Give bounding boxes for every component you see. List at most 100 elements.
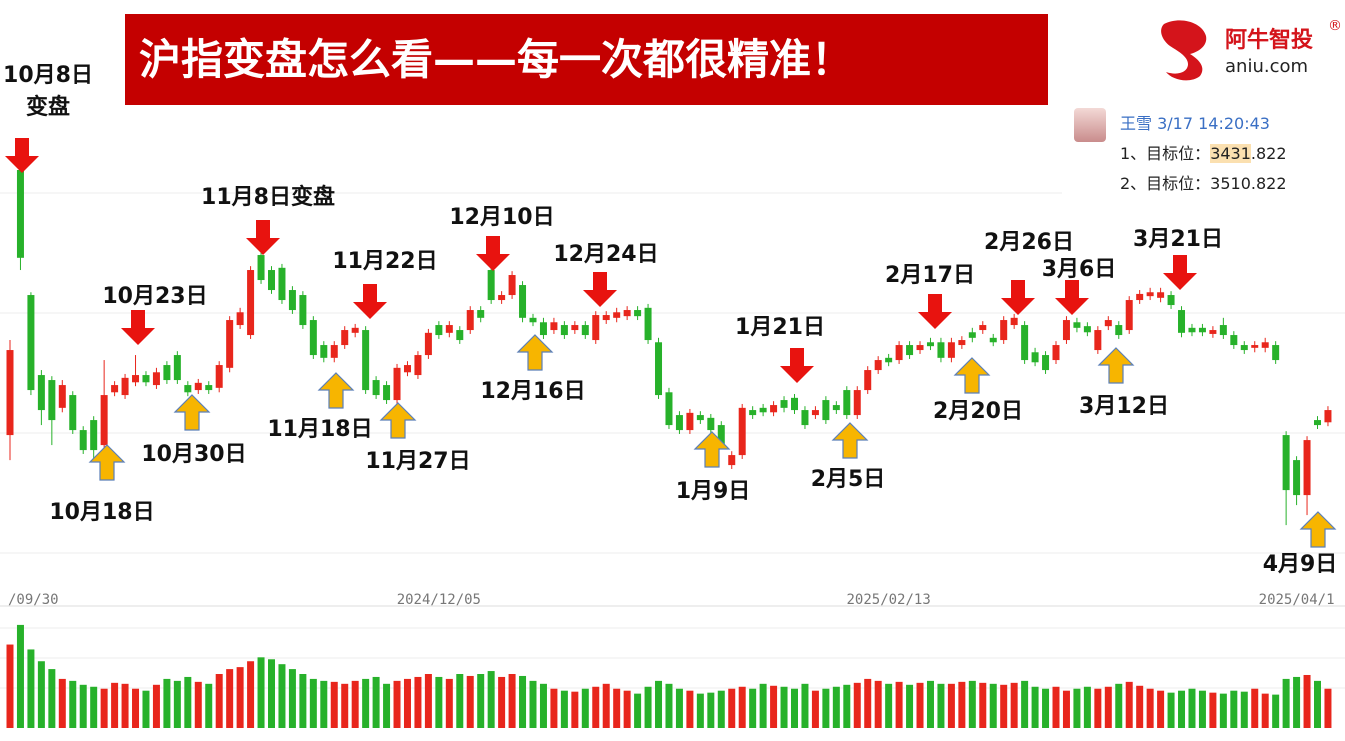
candle-body [791, 397, 798, 411]
note-line: 2、目标位：3510.822 [1120, 174, 1287, 193]
volume-bar [299, 674, 307, 728]
signal-label: 4月9日 [1263, 552, 1338, 577]
volume-bar [529, 680, 537, 728]
volume-bar [48, 669, 56, 728]
signal-arrow [317, 372, 355, 409]
candle-body [644, 307, 652, 341]
volume-bar [686, 690, 694, 728]
volume-bar [707, 692, 715, 728]
volume-bar [989, 683, 997, 728]
volume-bar [372, 676, 380, 728]
candle-body [309, 320, 317, 356]
volume-bar [121, 683, 129, 728]
candle-body [456, 330, 464, 341]
candle-body [1073, 322, 1081, 328]
candle-body [205, 385, 213, 391]
candle-body [16, 170, 24, 258]
volume-bar [215, 674, 223, 728]
volume-bar [749, 688, 757, 728]
volume-bar [864, 678, 872, 728]
candle-body [466, 310, 474, 331]
volume-bar [309, 678, 317, 728]
volume-bar [424, 674, 432, 728]
candle-body [519, 285, 527, 318]
signal-label: 12月16日 [480, 379, 585, 404]
signal-label: 1月9日 [676, 479, 751, 504]
volume-bar [791, 688, 798, 728]
candle-body [1042, 355, 1050, 371]
volume-bar [759, 683, 767, 728]
signal-label: 12月24日 [553, 242, 658, 267]
signal-label: 11月27日 [365, 449, 470, 474]
candle-body [163, 365, 171, 381]
candle-body [152, 372, 160, 386]
candle-body [1303, 440, 1311, 496]
volume-bar [1052, 686, 1060, 728]
volume-bar [1125, 681, 1133, 728]
volume-bar [403, 678, 411, 728]
volume-bar [142, 690, 150, 728]
volume-bar [1031, 686, 1039, 728]
signal-label: 1月21日 [735, 315, 825, 340]
volume-bar [1261, 693, 1269, 728]
signal-label: 10月18日 [49, 500, 154, 525]
candle-body [58, 385, 66, 408]
candle-body [403, 365, 411, 373]
x-tick-label: 2025/04/1 [1259, 592, 1335, 608]
signal-arrow [918, 294, 952, 329]
volume-bar [1178, 690, 1186, 728]
volume-bar [1314, 680, 1321, 728]
candle-body [634, 310, 642, 317]
signal-arrow [516, 334, 554, 371]
candle-body [895, 345, 903, 361]
candle-body [770, 405, 778, 413]
candle-body [581, 325, 589, 336]
volume-bar [717, 690, 725, 728]
note-highlight: 3431 [1210, 144, 1251, 163]
volume-bar [456, 674, 464, 728]
volume-bar [770, 685, 778, 728]
candle-body [351, 327, 359, 333]
candle-body [435, 325, 443, 336]
candle-body [236, 312, 244, 326]
volume-bar [581, 688, 589, 728]
volume-bar [1198, 690, 1206, 728]
candle-body [1021, 325, 1029, 361]
candle-body [811, 410, 819, 416]
volume-bar [341, 683, 349, 728]
candle-body [1314, 420, 1321, 426]
candle-body [247, 270, 255, 336]
candle-body [362, 330, 370, 391]
signal-arrow [353, 284, 387, 319]
candle-body [864, 370, 872, 391]
candle-body [539, 322, 547, 336]
candle-body [707, 417, 715, 431]
volume-bar [602, 683, 610, 728]
candle-body [571, 325, 579, 331]
candle-body [1083, 326, 1091, 333]
note-line: 1、目标位：3431.822 [1120, 140, 1287, 164]
volume-bar [895, 681, 903, 728]
volume-bar [1303, 674, 1311, 728]
candle-body [508, 275, 516, 296]
volume-bar [383, 683, 391, 728]
signal-label: 变盘 [26, 94, 70, 120]
volume-bar [1324, 688, 1332, 728]
candle-body [1010, 317, 1018, 326]
candle-body [299, 295, 307, 326]
volume-bar [330, 681, 338, 728]
volume-bar [1094, 688, 1102, 728]
signal-label: 11月18日 [267, 417, 372, 442]
candle-body [288, 290, 296, 311]
volume-bar [592, 686, 600, 728]
candle-body [1261, 342, 1269, 348]
candle-body [665, 392, 673, 426]
volume-bar [655, 680, 663, 728]
volume-bar [926, 680, 934, 728]
candle-body [90, 420, 98, 451]
candle-body [1272, 345, 1280, 361]
signal-arrow [1299, 511, 1337, 548]
signal-label: 3月21日 [1133, 227, 1223, 252]
candle-body [853, 390, 861, 416]
candle-body [383, 385, 391, 401]
